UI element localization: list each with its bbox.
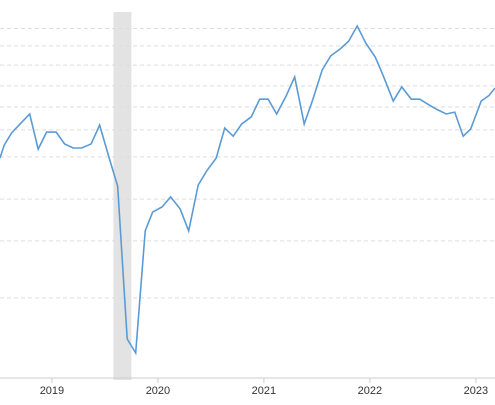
x-tick-label: 2019 bbox=[40, 385, 64, 397]
x-tick-label: 2022 bbox=[358, 385, 382, 397]
data-line bbox=[0, 24, 495, 356]
x-tick-label: 2020 bbox=[146, 385, 170, 397]
shaded-region bbox=[113, 12, 132, 380]
x-tick-label: 2021 bbox=[252, 385, 276, 397]
x-tick-label: 2023 bbox=[464, 385, 488, 397]
